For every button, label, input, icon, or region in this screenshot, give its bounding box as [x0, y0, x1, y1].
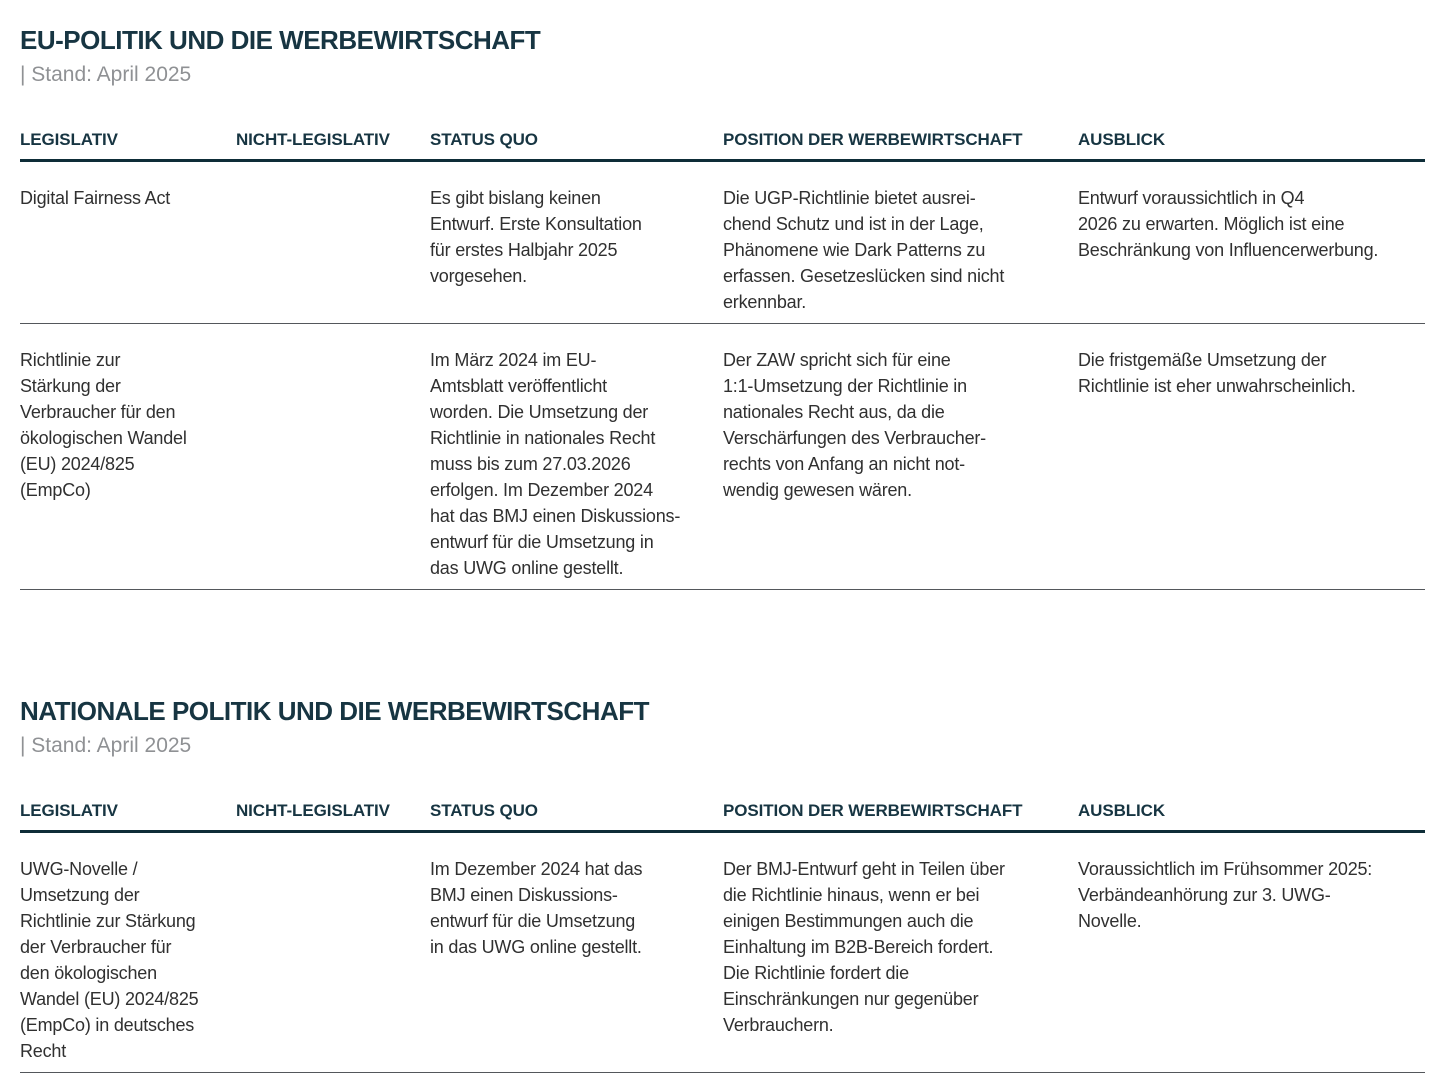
cell-nicht-legislativ: [236, 347, 430, 581]
column-header-legislativ: LEGISLATIV: [20, 801, 118, 820]
column-header-position: POSITION DER WERBEWIRTSCHAFT: [723, 801, 1023, 820]
status-line: | Stand: April 2025: [20, 734, 192, 757]
table-row: Digital Fairness Act Es gibt bislang kei…: [20, 162, 1425, 324]
cell-status-quo: Im März 2024 im EU- Amtsblatt veröffentl…: [430, 350, 681, 578]
column-header-nicht-legislativ: NICHT-LEGISLATIV: [236, 801, 390, 820]
cell-legislativ: Richtlinie zur Stärkung der Verbraucher …: [20, 350, 187, 500]
cell-position: Der ZAW spricht sich für eine 1:1-Umsetz…: [723, 350, 986, 500]
table-header-row: LEGISLATIV NICHT-LEGISLATIV STATUS QUO P…: [20, 801, 1425, 833]
cell-ausblick: Die fristgemäße Umsetzung der Richtlinie…: [1078, 350, 1356, 396]
column-header-ausblick: AUSBLICK: [1078, 801, 1166, 820]
cell-ausblick: Voraussichtlich im Frühsommer 2025: Verb…: [1078, 859, 1373, 931]
cell-ausblick: Entwurf voraussichtlich in Q4 2026 zu er…: [1078, 188, 1379, 260]
cell-nicht-legislativ: [236, 185, 430, 315]
section-nationale-politik: NATIONALE POLITIK UND DIE WERBEWIRTSCHAF…: [20, 696, 1425, 1073]
section-title: EU-POLITIK UND DIE WERBEWIRTSCHAFT: [20, 25, 541, 55]
column-header-position: POSITION DER WERBEWIRTSCHAFT: [723, 130, 1023, 149]
policy-table-eu: LEGISLATIV NICHT-LEGISLATIV STATUS QUO P…: [20, 130, 1425, 590]
status-line: | Stand: April 2025: [20, 63, 192, 86]
table-row: UWG-Novelle / Umsetzung der Richtlinie z…: [20, 833, 1425, 1073]
section-title: NATIONALE POLITIK UND DIE WERBEWIRTSCHAF…: [20, 696, 649, 726]
cell-legislativ: Digital Fairness Act: [20, 188, 171, 208]
cell-nicht-legislativ: [236, 856, 430, 1064]
table-row: Richtlinie zur Stärkung der Verbraucher …: [20, 324, 1425, 590]
column-header-status-quo: STATUS QUO: [430, 801, 538, 820]
table-header-row: LEGISLATIV NICHT-LEGISLATIV STATUS QUO P…: [20, 130, 1425, 162]
policy-table-national: LEGISLATIV NICHT-LEGISLATIV STATUS QUO P…: [20, 801, 1425, 1073]
cell-status-quo: Es gibt bislang keinen Entwurf. Erste Ko…: [430, 188, 642, 286]
cell-legislativ: UWG-Novelle / Umsetzung der Richtlinie z…: [20, 859, 199, 1061]
column-header-legislativ: LEGISLATIV: [20, 130, 118, 149]
column-header-status-quo: STATUS QUO: [430, 130, 538, 149]
cell-position: Die UGP-Richtlinie bietet ausrei- chend …: [723, 188, 1005, 312]
cell-position: Der BMJ-Entwurf geht in Teilen über die …: [723, 859, 1005, 1035]
column-header-nicht-legislativ: NICHT-LEGISLATIV: [236, 130, 390, 149]
cell-status-quo: Im Dezember 2024 hat das BMJ einen Disku…: [430, 859, 643, 957]
section-eu-politik: EU-POLITIK UND DIE WERBEWIRTSCHAFT | Sta…: [20, 25, 1425, 590]
column-header-ausblick: AUSBLICK: [1078, 130, 1166, 149]
